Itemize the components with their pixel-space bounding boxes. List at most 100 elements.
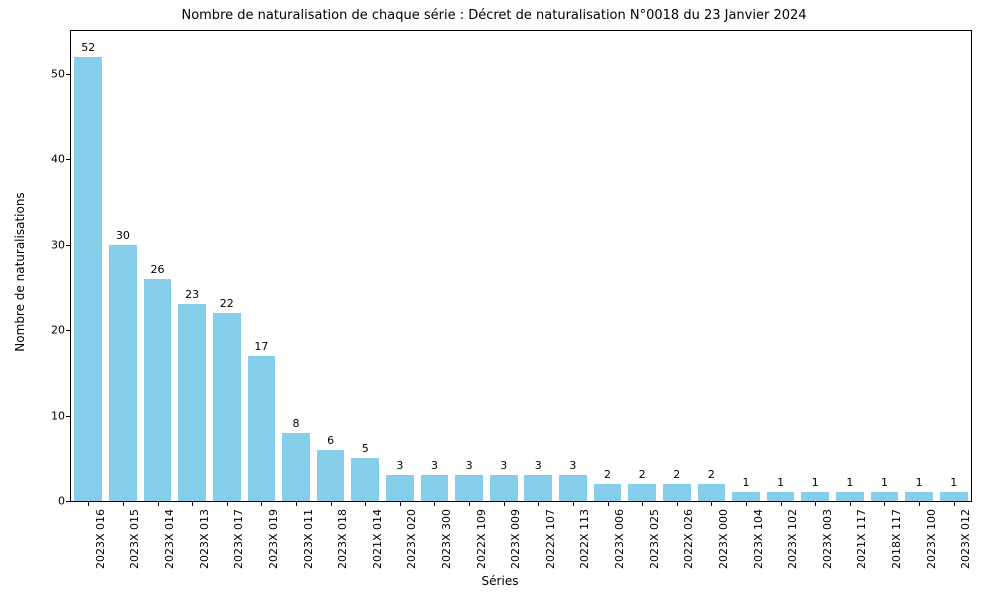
bar — [455, 475, 483, 501]
x-tick-mark — [469, 501, 470, 506]
bar-value-label: 3 — [569, 459, 576, 472]
x-tick-label: 2021X 014 — [371, 509, 384, 569]
x-tick-mark — [88, 501, 89, 506]
bar-value-label: 1 — [950, 476, 957, 489]
x-tick-label: 2018X 117 — [890, 509, 903, 569]
figure: Nombre de naturalisation de chaque série… — [0, 0, 988, 600]
bar — [767, 492, 795, 501]
x-tick-mark — [158, 501, 159, 506]
bar — [698, 484, 726, 501]
bar — [109, 245, 137, 501]
x-tick-label: 2023X 017 — [232, 509, 245, 569]
x-tick-mark — [954, 501, 955, 506]
x-tick-label: 2023X 003 — [821, 509, 834, 569]
bar — [351, 458, 379, 501]
x-tick-label: 2023X 016 — [94, 509, 107, 569]
bar-value-label: 1 — [846, 476, 853, 489]
y-tick-label: 50 — [51, 67, 71, 80]
x-tick-mark — [434, 501, 435, 506]
bar-value-label: 26 — [151, 263, 165, 276]
bar-value-label: 3 — [396, 459, 403, 472]
x-tick-mark — [365, 501, 366, 506]
x-tick-label: 2022X 026 — [682, 509, 695, 569]
x-tick-mark — [642, 501, 643, 506]
chart-title: Nombre de naturalisation de chaque série… — [0, 8, 988, 23]
x-tick-label: 2022X 107 — [544, 509, 557, 569]
bar — [836, 492, 864, 501]
x-axis-label: Séries — [450, 574, 550, 588]
bar — [594, 484, 622, 501]
bar-value-label: 8 — [293, 417, 300, 430]
x-tick-label: 2023X 019 — [267, 509, 280, 569]
x-tick-mark — [192, 501, 193, 506]
x-tick-mark — [919, 501, 920, 506]
bar — [282, 433, 310, 501]
bar-value-label: 1 — [777, 476, 784, 489]
x-tick-mark — [400, 501, 401, 506]
bar-value-label: 6 — [327, 434, 334, 447]
bar-value-label: 2 — [708, 468, 715, 481]
x-tick-label: 2023X 011 — [302, 509, 315, 569]
bar — [213, 313, 241, 501]
x-tick-label: 2023X 012 — [959, 509, 972, 569]
x-tick-label: 2023X 102 — [786, 509, 799, 569]
y-tick-label: 40 — [51, 153, 71, 166]
x-tick-mark — [677, 501, 678, 506]
bar-value-label: 1 — [916, 476, 923, 489]
bar — [248, 356, 276, 501]
bar-value-label: 30 — [116, 229, 130, 242]
x-tick-mark — [815, 501, 816, 506]
x-tick-mark — [746, 501, 747, 506]
bar-value-label: 3 — [500, 459, 507, 472]
bar — [801, 492, 829, 501]
bar-value-label: 2 — [673, 468, 680, 481]
x-tick-mark — [296, 501, 297, 506]
bar — [524, 475, 552, 501]
bar-value-label: 1 — [743, 476, 750, 489]
x-tick-mark — [261, 501, 262, 506]
x-tick-label: 2023X 013 — [198, 509, 211, 569]
bar — [628, 484, 656, 501]
bar-value-label: 1 — [812, 476, 819, 489]
bar — [871, 492, 899, 501]
x-tick-mark — [227, 501, 228, 506]
x-tick-label: 2023X 006 — [613, 509, 626, 569]
bar — [559, 475, 587, 501]
x-tick-mark — [538, 501, 539, 506]
y-tick-label: 0 — [58, 495, 71, 508]
x-tick-label: 2023X 014 — [163, 509, 176, 569]
y-tick-label: 30 — [51, 238, 71, 251]
x-tick-label: 2023X 009 — [509, 509, 522, 569]
plot-area: 01020304050522023X 016302023X 015262023X… — [70, 30, 972, 502]
bar-value-label: 3 — [466, 459, 473, 472]
bar-value-label: 3 — [431, 459, 438, 472]
bar — [490, 475, 518, 501]
bar — [905, 492, 933, 501]
bar-value-label: 2 — [604, 468, 611, 481]
bar-value-label: 22 — [220, 297, 234, 310]
x-tick-label: 2023X 020 — [405, 509, 418, 569]
y-tick-label: 10 — [51, 409, 71, 422]
bar — [178, 304, 206, 501]
x-tick-mark — [781, 501, 782, 506]
x-tick-mark — [608, 501, 609, 506]
bar-value-label: 23 — [185, 288, 199, 301]
x-tick-label: 2023X 100 — [925, 509, 938, 569]
bar — [74, 57, 102, 501]
bar — [386, 475, 414, 501]
bar — [940, 492, 968, 501]
x-tick-label: 2022X 109 — [475, 509, 488, 569]
x-tick-label: 2023X 018 — [336, 509, 349, 569]
bar — [144, 279, 172, 501]
x-tick-label: 2023X 300 — [440, 509, 453, 569]
bar-value-label: 1 — [881, 476, 888, 489]
x-tick-mark — [123, 501, 124, 506]
x-tick-label: 2023X 000 — [717, 509, 730, 569]
y-tick-label: 20 — [51, 324, 71, 337]
x-tick-label: 2023X 025 — [648, 509, 661, 569]
bar — [317, 450, 345, 501]
x-tick-label: 2023X 104 — [752, 509, 765, 569]
x-tick-label: 2023X 015 — [128, 509, 141, 569]
x-tick-mark — [711, 501, 712, 506]
bar — [732, 492, 760, 501]
